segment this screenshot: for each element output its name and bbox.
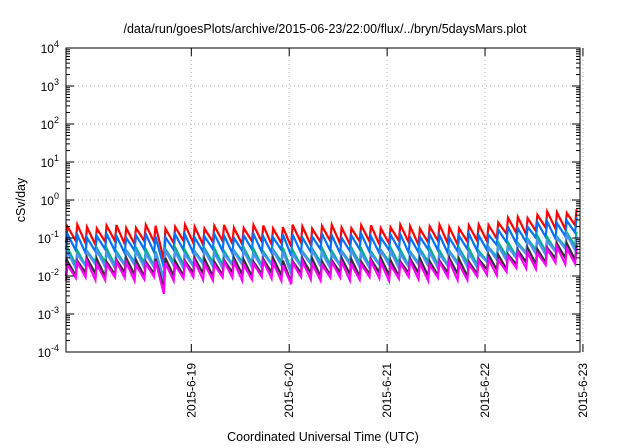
y-tick-label: 102 (41, 115, 59, 132)
x-tick-labels: 2015-6-19 2015-6-20 2015-6-21 2015-6-22 2015… (184, 363, 590, 418)
x-tick-label: 2015-6-22 (478, 363, 492, 418)
x-tick-label: 2015-6-19 (184, 363, 198, 418)
series-group (64, 207, 578, 295)
x-tick-label: 2015-6-20 (282, 363, 296, 418)
y-tick-label: 10-3 (38, 305, 59, 322)
y-tick-label: 104 (41, 39, 59, 56)
x-tick-label: 2015-6-23 (576, 363, 590, 418)
y-tick-labels: 10-4 10-3 10-2 10-1 100 101 102 103 104 (38, 39, 59, 360)
y-tick-label: 100 (41, 191, 59, 208)
series-line (64, 217, 578, 269)
grid (66, 48, 584, 352)
y-tick-label: 10-1 (38, 229, 59, 246)
y-axis-label: cSv/day (14, 177, 28, 222)
chart-title: /data/run/goesPlots/archive/2015-06-23/2… (123, 22, 527, 36)
y-tick-label: 10-4 (38, 343, 59, 360)
ticks (66, 47, 584, 353)
x-axis-label: Coordinated Universal Time (UTC) (227, 430, 419, 444)
series-line (64, 242, 578, 295)
y-tick-label: 101 (41, 153, 59, 170)
y-tick-label: 103 (41, 77, 59, 94)
x-tick-label: 2015-6-21 (380, 363, 394, 418)
y-tick-label: 10-2 (38, 267, 59, 284)
